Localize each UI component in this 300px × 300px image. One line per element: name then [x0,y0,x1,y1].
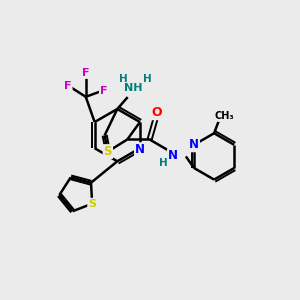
Text: H: H [119,74,128,84]
Text: S: S [88,199,96,209]
Text: N: N [189,138,199,151]
Text: CH₃: CH₃ [215,111,234,121]
Text: NH: NH [124,83,143,93]
Text: F: F [64,81,72,92]
Text: S: S [103,145,112,158]
Text: N: N [135,143,145,156]
Text: F: F [82,68,89,78]
Text: N: N [167,149,178,162]
Text: F: F [100,86,107,96]
Text: H: H [143,74,152,84]
Text: H: H [159,158,168,168]
Text: O: O [152,106,162,119]
